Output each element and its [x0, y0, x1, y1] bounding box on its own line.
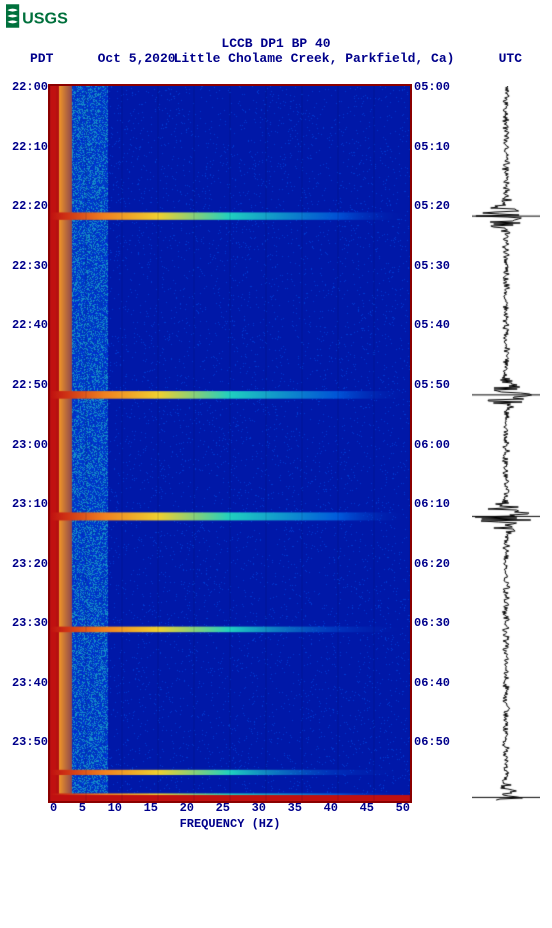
- x-axis-label: FREQUENCY (HZ): [50, 817, 410, 831]
- pdt-tick: 23:10: [4, 497, 48, 511]
- x-axis: 0 5 10 15 20 25 30 35 40 45 50 FREQUENCY (HZ): [50, 801, 410, 831]
- utc-tick: 05:40: [414, 318, 458, 332]
- svg-text:USGS: USGS: [22, 9, 68, 27]
- utc-tick: 06:20: [414, 557, 458, 571]
- utc-tick: 05:50: [414, 378, 458, 392]
- pdt-tick: 23:40: [4, 676, 48, 690]
- usgs-logo: USGS: [6, 4, 94, 28]
- seismic-waveform: [472, 86, 540, 801]
- pdt-tick: 22:30: [4, 259, 48, 273]
- pdt-tick: 22:50: [4, 378, 48, 392]
- title-line1: LCCB DP1 BP 40: [0, 36, 552, 51]
- utc-tick: 05:30: [414, 259, 458, 273]
- pdt-tick: 23:50: [4, 735, 48, 749]
- x-tick: 40: [324, 801, 338, 815]
- pdt-tick: 23:30: [4, 616, 48, 630]
- x-tick: 25: [216, 801, 230, 815]
- x-tick: 30: [252, 801, 266, 815]
- x-tick: 5: [79, 801, 86, 815]
- utc-tick: 06:00: [414, 438, 458, 452]
- utc-tick: 06:50: [414, 735, 458, 749]
- utc-tick: 05:00: [414, 80, 458, 94]
- utc-tick: 05:10: [414, 140, 458, 154]
- utc-tick: 06:10: [414, 497, 458, 511]
- pdt-tick: 23:00: [4, 438, 48, 452]
- chart-title: LCCB DP1 BP 40 PDT Oct 5,2020Little Chol…: [0, 36, 552, 66]
- x-tick: 35: [288, 801, 302, 815]
- pdt-tick: 22:20: [4, 199, 48, 213]
- utc-tick: 06:40: [414, 676, 458, 690]
- pdt-label: PDT: [30, 51, 53, 66]
- title-date: Oct 5,2020: [98, 51, 176, 66]
- utc-tick: 05:20: [414, 199, 458, 213]
- utc-label: UTC: [499, 51, 522, 66]
- x-tick: 20: [180, 801, 194, 815]
- x-tick: 15: [144, 801, 158, 815]
- title-location: Little Cholame Creek, Parkfield, Ca): [174, 51, 455, 66]
- pdt-tick: 22:00: [4, 80, 48, 94]
- pdt-tick: 22:40: [4, 318, 48, 332]
- x-tick: 0: [50, 801, 57, 815]
- gridlines: [50, 86, 410, 801]
- utc-tick: 06:30: [414, 616, 458, 630]
- pdt-tick: 23:20: [4, 557, 48, 571]
- spectrogram-plot: [50, 86, 410, 801]
- x-tick: 50: [396, 801, 410, 815]
- pdt-tick: 22:10: [4, 140, 48, 154]
- x-tick: 10: [108, 801, 122, 815]
- x-tick: 45: [360, 801, 374, 815]
